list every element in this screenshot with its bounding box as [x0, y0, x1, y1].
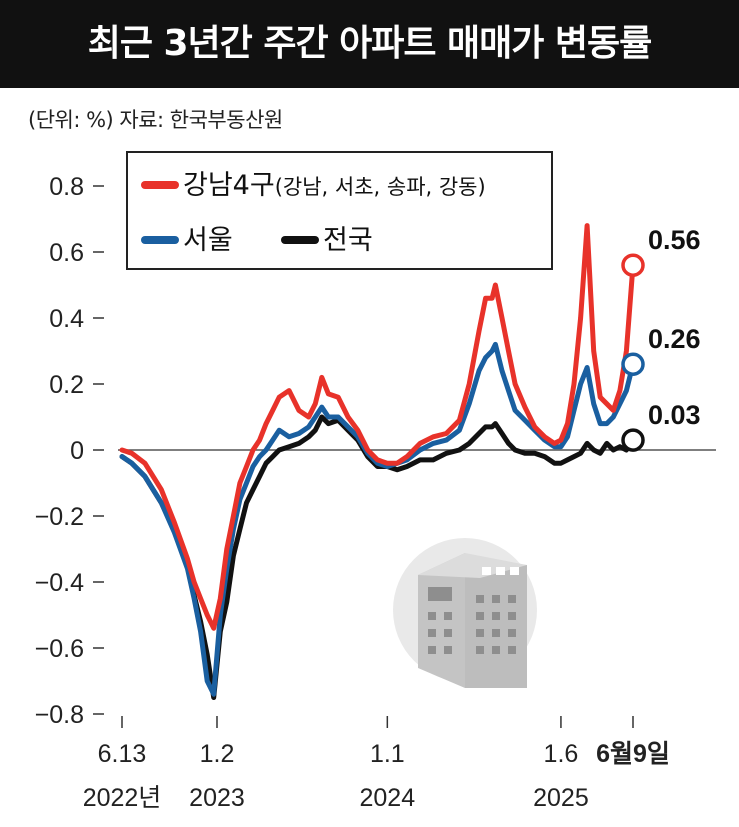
- chart-title: 최근 3년간 주간 아파트 매매가 변동률: [87, 23, 653, 64]
- end-point-seoul: [621, 352, 645, 376]
- legend-label-gangnam-name: 강남4구: [183, 170, 275, 201]
- y-tick-label: 0.4: [49, 305, 84, 333]
- legend-label-gangnam-detail: (강남, 서초, 송파, 강동): [275, 175, 486, 199]
- y-tick-label: 0.6: [49, 239, 84, 267]
- title-bar: 최근 3년간 주간 아파트 매매가 변동률: [0, 0, 739, 88]
- x-tick-label: 6.13: [98, 740, 147, 768]
- x-tick-year-label: 2022년: [83, 784, 162, 812]
- end-point-national: [621, 428, 645, 452]
- end-value-label-seoul: 0.26: [648, 324, 701, 354]
- series-line-gangnam: [119, 223, 636, 631]
- y-tick-label: −0.2: [35, 503, 84, 531]
- series-line-seoul: [119, 341, 636, 697]
- y-axis: 0.8 0.6 0.4 0.2 0 −0.2 −0.4 −0.6 −0.8: [35, 173, 104, 729]
- x-tick-year-label: 2024: [360, 784, 416, 812]
- x-tick-label: 1.1: [370, 740, 405, 768]
- y-tick-label: −0.4: [35, 569, 84, 597]
- y-tick-label: 0.2: [49, 371, 84, 399]
- apartment-building-illustration: [393, 538, 537, 688]
- legend-label-national: 전국: [323, 225, 373, 256]
- x-tick-label: 6월9일: [596, 740, 670, 768]
- legend: 강남4구(강남, 서초, 송파, 강동) 서울 전국: [126, 151, 553, 270]
- y-tick-label: 0: [70, 437, 84, 465]
- x-tick-year-label: 2025: [533, 784, 589, 812]
- legend-label-seoul: 서울: [183, 225, 233, 256]
- legend-box: [126, 151, 553, 270]
- end-value-label-national: 0.03: [648, 400, 701, 430]
- end-point-gangnam: [621, 253, 645, 277]
- x-tick-year-label: 2023: [189, 784, 245, 812]
- y-tick-label: −0.8: [35, 701, 84, 729]
- x-tick-label: 1.2: [200, 740, 235, 768]
- end-value-label-gangnam: 0.56: [648, 225, 701, 255]
- y-tick-label: 0.8: [49, 173, 84, 201]
- x-tick-label: 1.6: [544, 740, 579, 768]
- end-point-markers: 0.56 0.26 0.03: [621, 225, 701, 452]
- legend-label-gangnam: 강남4구(강남, 서초, 송파, 강동): [183, 170, 486, 201]
- series-lines: [119, 223, 636, 700]
- unit-source-note: (단위: %) 자료: 한국부동산원: [28, 108, 283, 132]
- y-tick-label: −0.6: [35, 635, 84, 663]
